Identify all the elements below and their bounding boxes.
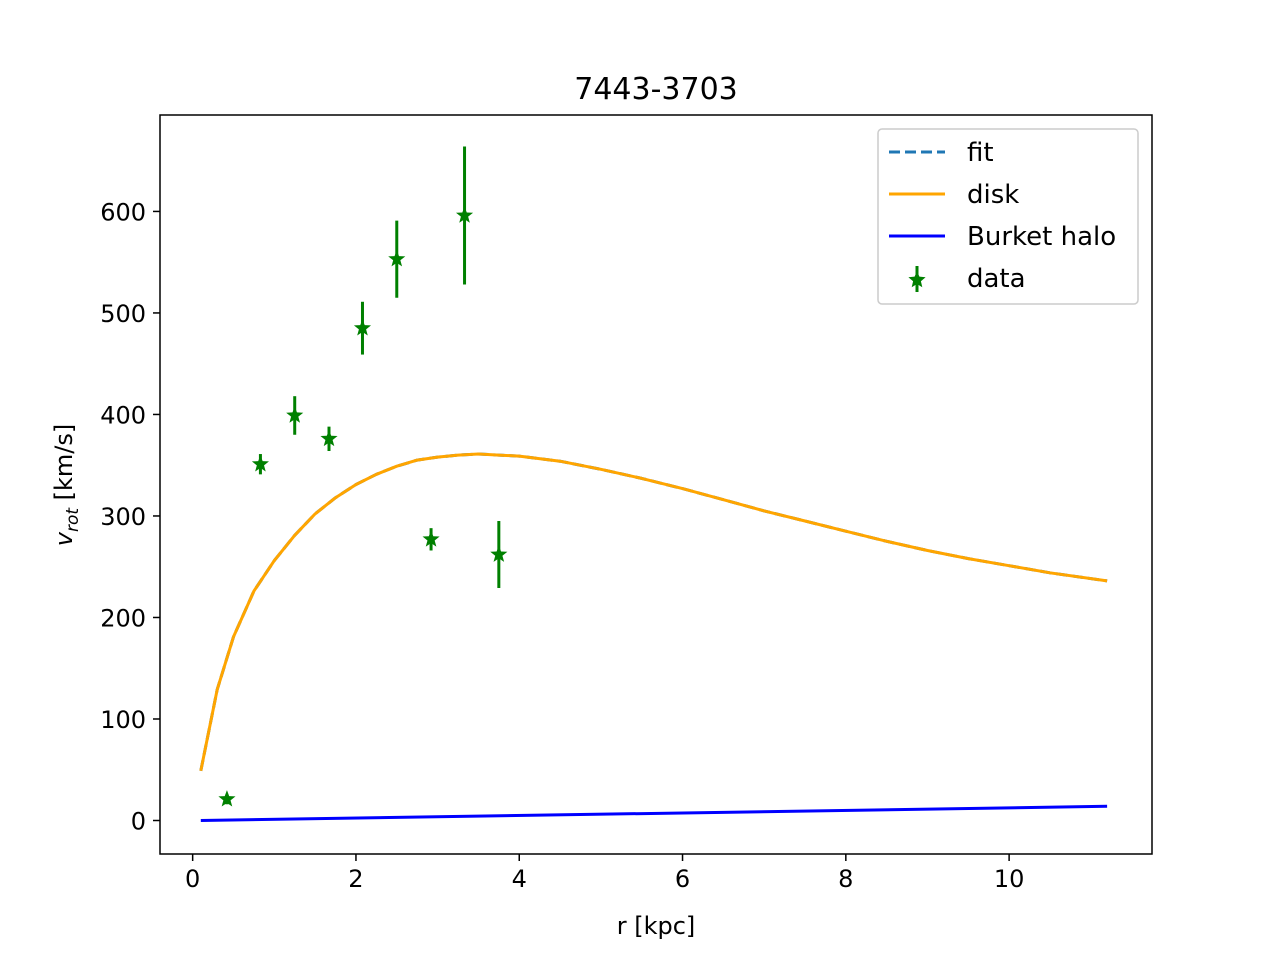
- chart-title: 7443-3703: [574, 72, 738, 107]
- data-point: [320, 429, 338, 447]
- legend-halo-label: Burket halo: [967, 222, 1116, 252]
- y-axis-label-main: v: [50, 531, 78, 546]
- legend-fit-label: fit: [967, 138, 994, 168]
- data-point: [490, 545, 508, 562]
- data-point: [422, 530, 440, 547]
- x-tick-label: 8: [838, 865, 853, 893]
- x-axis-label: r [kpc]: [617, 912, 696, 940]
- y-tick-label: 400: [100, 401, 146, 429]
- y-tick-label: 200: [100, 604, 146, 632]
- data-point: [455, 206, 474, 223]
- legend-disk-label: disk: [967, 180, 1019, 210]
- y-tick-label: 600: [100, 198, 146, 226]
- x-tick-label: 0: [185, 865, 200, 893]
- data-point: [251, 455, 269, 472]
- x-tick-label: 10: [994, 865, 1025, 893]
- data-point: [286, 406, 304, 423]
- data-point: [353, 319, 372, 336]
- legend: fit disk Burket halo data: [877, 128, 1139, 305]
- y-tick-label: 300: [100, 503, 146, 531]
- burket-halo-line: [200, 804, 1108, 822]
- disk-line: [199, 452, 1108, 772]
- y-tick-label: 500: [100, 300, 146, 328]
- axes-frame: [159, 114, 1153, 855]
- x-tick-label: 4: [512, 865, 527, 893]
- x-tick-label: 2: [348, 865, 363, 893]
- y-axis-label: vrot [km/s]: [50, 424, 83, 547]
- y-axis-label-sub: rot: [63, 507, 83, 532]
- y-tick-label: 0: [131, 808, 146, 836]
- y-tick-label: 100: [100, 706, 146, 734]
- data-point: [218, 790, 236, 807]
- legend-box: [877, 128, 1139, 305]
- legend-data-label: data: [967, 264, 1026, 294]
- x-tick-label: 6: [675, 865, 690, 893]
- y-axis-label-unit: [km/s]: [50, 424, 78, 508]
- data-point: [388, 250, 406, 267]
- legend-data-marker: [908, 271, 926, 288]
- plot-layer: [199, 146, 1108, 822]
